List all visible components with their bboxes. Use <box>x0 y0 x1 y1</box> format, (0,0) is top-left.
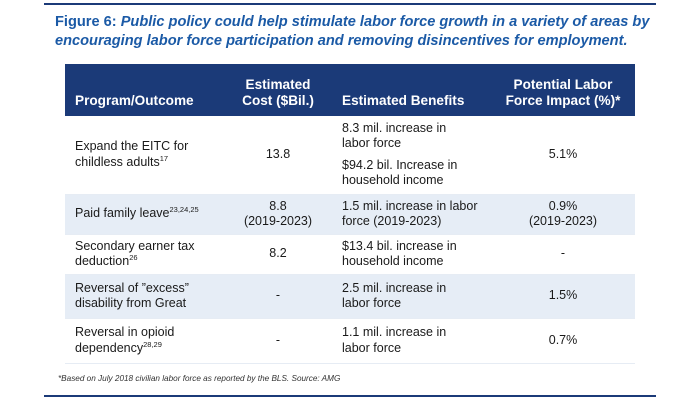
cell-impact: 5.1% <box>491 116 635 195</box>
header-benefits: Estimated Benefits <box>342 93 465 108</box>
cell-impact: 1.5% <box>491 274 635 319</box>
cell-program: Expand the EITC for childless adults17 <box>65 116 226 195</box>
bottom-rule <box>44 395 656 397</box>
cell-cost: 13.8 <box>226 116 330 195</box>
figure-caption: Figure 6: Public policy could help stimu… <box>55 13 655 51</box>
cell-benefits: 2.5 mil. increase in labor force <box>330 274 491 319</box>
header-program: Program/Outcome <box>75 93 194 108</box>
cell-impact: 0.9% (2019-2023) <box>491 194 635 235</box>
cell-benefits: $13.4 bil. increase in household income <box>330 234 491 275</box>
cell-cost: - <box>226 274 330 319</box>
cell-benefits: 1.5 mil. increase in labor force (2019-2… <box>330 194 491 235</box>
table-row: Secondary earner tax deduction26 8.2 $13… <box>65 234 635 275</box>
table-row: Reversal of ”excess” disability from Gre… <box>65 274 635 319</box>
table-row: Paid family leave23,24,25 8.8 (2019-2023… <box>65 194 635 235</box>
table-row: Expand the EITC for childless adults17 1… <box>65 116 635 195</box>
table-header-row: Program/Outcome Estimated Cost ($Bil.) Es… <box>65 64 635 116</box>
header-cost: Estimated Cost ($Bil.) <box>242 77 314 108</box>
cell-benefits: 8.3 mil. increase in labor force $94.2 b… <box>330 116 491 195</box>
caption-text: Public policy could help stimulate labor… <box>55 14 650 49</box>
caption-lead: Figure 6: <box>55 14 117 30</box>
policy-table: Program/Outcome Estimated Cost ($Bil.) Es… <box>65 64 635 364</box>
cell-benefits: 1.1 mil. increase in labor force <box>330 318 491 364</box>
cell-impact: 0.7% <box>491 318 635 364</box>
footnote: *Based on July 2018 civilian labor force… <box>58 374 341 383</box>
cell-program: Paid family leave23,24,25 <box>65 194 226 235</box>
top-rule <box>44 3 656 5</box>
cell-program: Reversal in opioid dependency28,29 <box>65 318 226 364</box>
cell-program: Secondary earner tax deduction26 <box>65 234 226 275</box>
cell-impact: - <box>491 234 635 275</box>
cell-cost: - <box>226 318 330 364</box>
cell-cost: 8.2 <box>226 234 330 275</box>
cell-program: Reversal of ”excess” disability from Gre… <box>65 274 226 319</box>
header-impact: Potential Labor Force Impact (%)* <box>505 77 621 108</box>
table-row: Reversal in opioid dependency28,29 - 1.1… <box>65 318 635 364</box>
cell-cost: 8.8 (2019-2023) <box>226 194 330 235</box>
